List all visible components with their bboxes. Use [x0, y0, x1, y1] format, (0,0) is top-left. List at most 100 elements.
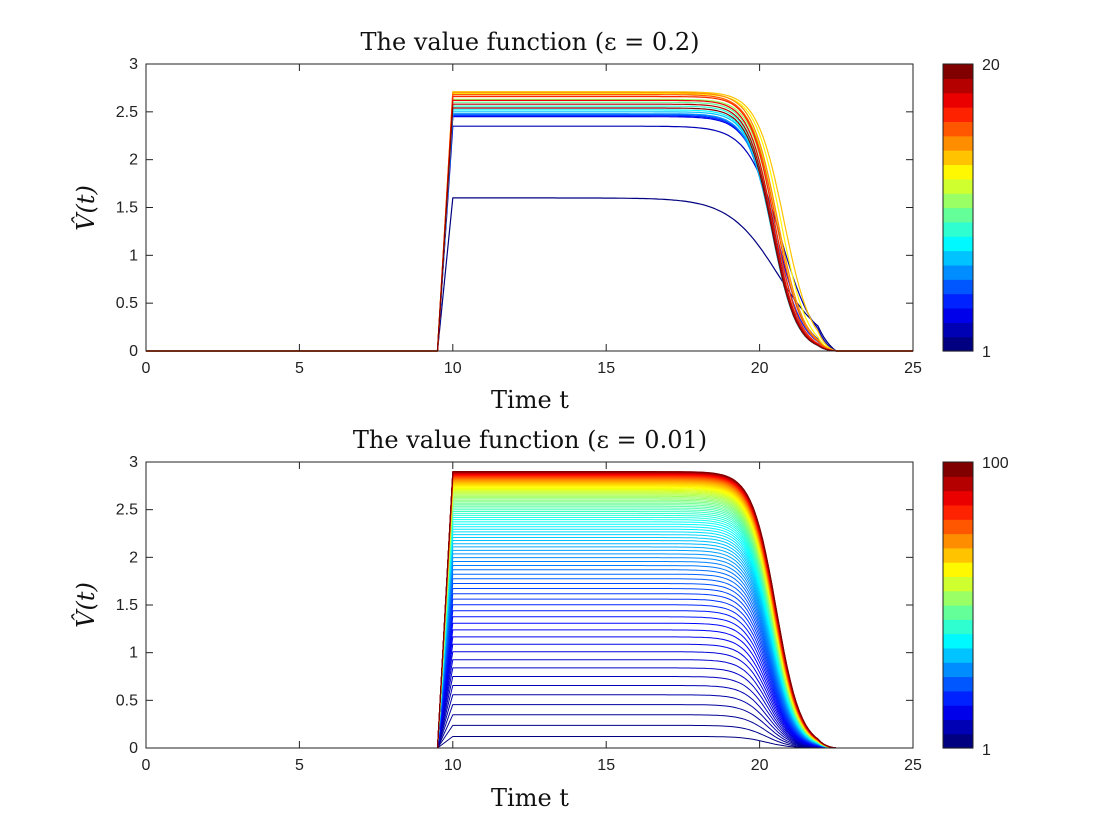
- x-tick-label: 10: [444, 757, 462, 774]
- colorbar-segment: [943, 78, 973, 94]
- colorbar-segment: [943, 279, 973, 295]
- chart-top-y-label: V̂(t): [72, 185, 100, 231]
- series-line: [146, 583, 913, 749]
- y-tick-label: 1.5: [116, 597, 138, 614]
- colorbar-segment: [943, 504, 973, 520]
- series-line: [146, 604, 913, 749]
- colorbar-segment: [943, 576, 973, 592]
- colorbar-segment: [943, 178, 973, 194]
- colorbar-segment: [943, 705, 973, 720]
- colorbar-segment: [943, 676, 973, 692]
- x-tick-label: 5: [295, 360, 304, 377]
- x-tick-label: 10: [444, 360, 462, 377]
- colorbar-segment: [943, 150, 973, 166]
- series-line: [146, 685, 913, 749]
- colorbar-segment: [943, 64, 973, 79]
- chart-bottom-x-label: Time t: [491, 784, 569, 812]
- series-line: [146, 578, 913, 749]
- series-line: [146, 704, 913, 749]
- x-tick-label: 15: [597, 757, 615, 774]
- y-tick-label: 3: [129, 56, 138, 73]
- chart-bottom: The value function (ε = 0.01) 0 5 10 15 20 25…: [72, 426, 1009, 812]
- colorbar-segment: [943, 633, 973, 649]
- colorbar-segment: [943, 490, 973, 506]
- chart-bottom-title: The value function (ε = 0.01): [353, 426, 707, 454]
- chart-top-colorbar: [942, 63, 974, 352]
- colorbar-segment: [943, 462, 973, 477]
- series-line: [146, 643, 913, 749]
- colorbar-segment: [943, 250, 973, 266]
- series-line: [146, 99, 913, 352]
- colorbar-segment: [943, 207, 973, 223]
- colorbar-segment: [943, 690, 973, 706]
- y-tick-label: 2.5: [116, 502, 138, 519]
- colorbar-segment: [943, 135, 973, 151]
- series-line: [146, 91, 913, 352]
- chart-bottom-lines: [146, 471, 913, 749]
- chart-top-x-label: Time t: [491, 386, 569, 414]
- y-tick-label: 0.5: [116, 295, 138, 312]
- series-line: [146, 610, 913, 749]
- x-tick-label: 20: [751, 757, 769, 774]
- series-line: [146, 103, 913, 352]
- colorbar-segment: [943, 533, 973, 549]
- colorbar-segment: [943, 605, 973, 620]
- series-line: [146, 622, 913, 749]
- chart-top-title: The value function (ε = 0.2): [361, 28, 700, 56]
- colorbar-segment: [943, 590, 973, 606]
- chart-bottom-colorbar: [942, 461, 974, 749]
- colorbar-segment: [943, 164, 973, 180]
- colorbar-segment: [943, 307, 973, 323]
- series-line: [146, 93, 913, 352]
- y-tick-label: 0.5: [116, 692, 138, 709]
- x-tick-label: 15: [597, 360, 615, 377]
- series-line: [146, 92, 913, 352]
- colorbar-segment: [943, 662, 973, 678]
- x-tick-label: 0: [142, 360, 151, 377]
- y-tick-label: 0: [129, 740, 138, 757]
- x-tick-label: 25: [904, 360, 922, 377]
- series-line: [146, 569, 913, 749]
- x-tick-label: 20: [751, 360, 769, 377]
- series-line: [146, 471, 913, 749]
- series-line: [146, 93, 913, 352]
- colorbar-segment: [943, 193, 973, 209]
- y-tick-label: 0: [129, 343, 138, 360]
- colorbar-segment: [943, 476, 973, 492]
- colorbar-segment: [943, 562, 973, 577]
- chart-bottom-y-ticks: 0 0.5 1 1.5 2 2.5 3: [116, 454, 913, 757]
- series-line: [146, 636, 913, 749]
- colorbar-segment: [943, 264, 973, 280]
- colorbar-segment: [943, 647, 973, 663]
- series-line: [146, 736, 913, 749]
- series-line: [146, 667, 913, 749]
- series-line: [146, 197, 913, 352]
- chart-top-lines: [146, 91, 913, 352]
- colorbar-segment: [943, 107, 973, 122]
- series-line: [146, 565, 913, 749]
- y-tick-label: 1.5: [116, 200, 138, 217]
- series-line: [146, 651, 913, 749]
- colorbar-segment: [943, 547, 973, 563]
- y-tick-label: 3: [129, 454, 138, 471]
- colorbar-frame: [942, 461, 974, 749]
- series-line: [146, 659, 913, 749]
- chart-bottom-y-label: V̂(t): [72, 582, 100, 628]
- colorbar-segment: [943, 121, 973, 137]
- series-line: [146, 125, 913, 352]
- series-line: [146, 593, 913, 749]
- chart-top-colorbar-min-label: 1: [982, 344, 991, 361]
- series-line: [146, 557, 913, 749]
- series-line: [146, 107, 913, 352]
- series-line: [146, 724, 913, 749]
- y-tick-label: 1: [129, 247, 138, 264]
- series-line: [146, 115, 913, 352]
- chart-top: The value function (ε = 0.2) 0 5 10 15 20 25 …: [72, 28, 1000, 414]
- colorbar-segment: [943, 221, 973, 237]
- series-line: [146, 714, 913, 749]
- chart-top-x-ticks: 0 5 10 15 20 25: [142, 64, 922, 377]
- colorbar-segment: [943, 236, 973, 252]
- chart-bottom-colorbar-max-label: 100: [982, 455, 1009, 472]
- chart-top-colorbar-max-label: 20: [982, 57, 1000, 74]
